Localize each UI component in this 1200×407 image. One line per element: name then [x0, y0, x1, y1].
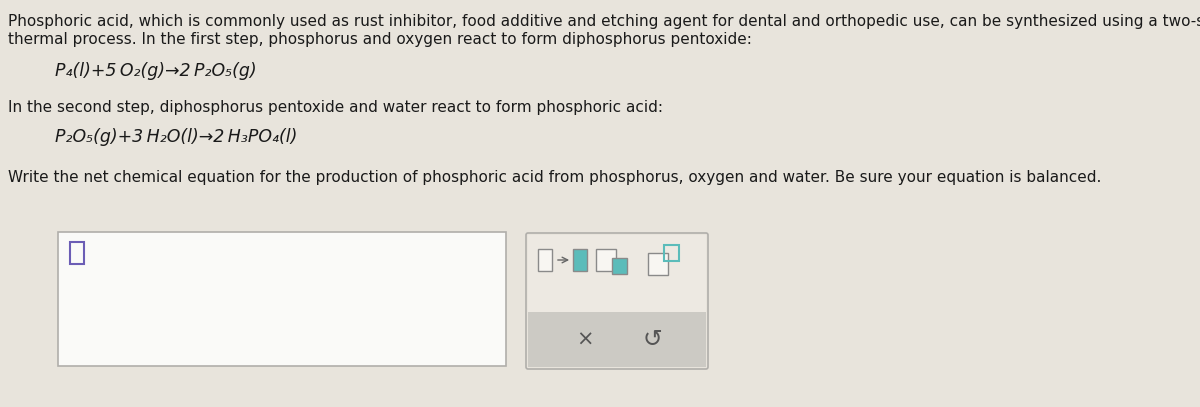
Text: thermal process. In the first step, phosphorus and oxygen react to form diphosph: thermal process. In the first step, phos… — [8, 32, 752, 47]
FancyBboxPatch shape — [58, 232, 506, 366]
Text: In the second step, diphosphorus pentoxide and water react to form phosphoric ac: In the second step, diphosphorus pentoxi… — [8, 100, 662, 115]
Bar — [596, 249, 616, 271]
FancyBboxPatch shape — [528, 235, 706, 312]
Text: P₂O₅(g)+3 H₂O(l)→2 H₃PO₄(l): P₂O₅(g)+3 H₂O(l)→2 H₃PO₄(l) — [55, 128, 298, 146]
Text: ↺: ↺ — [643, 327, 662, 351]
Text: Phosphoric acid, which is commonly used as rust inhibitor, food additive and etc: Phosphoric acid, which is commonly used … — [8, 14, 1200, 29]
Bar — [612, 258, 628, 274]
Text: P₄(l)+5 O₂(g)→2 P₂O₅(g): P₄(l)+5 O₂(g)→2 P₂O₅(g) — [55, 62, 257, 80]
Bar — [664, 245, 679, 261]
FancyBboxPatch shape — [528, 312, 706, 367]
Bar — [574, 249, 587, 271]
Bar — [538, 249, 552, 271]
Bar — [648, 253, 668, 275]
Text: ×: × — [576, 329, 594, 349]
Text: Write the net chemical equation for the production of phosphoric acid from phosp: Write the net chemical equation for the … — [8, 170, 1102, 185]
